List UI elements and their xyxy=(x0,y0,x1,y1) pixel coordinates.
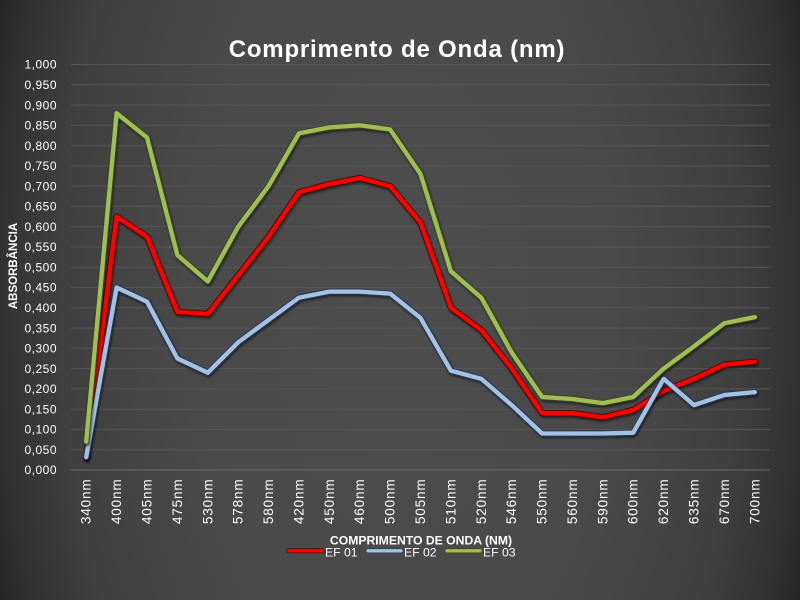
svg-text:460nm: 460nm xyxy=(352,479,367,525)
svg-text:0,450: 0,450 xyxy=(24,281,57,295)
svg-text:546nm: 546nm xyxy=(504,479,519,525)
svg-text:0,250: 0,250 xyxy=(24,362,57,376)
svg-text:560nm: 560nm xyxy=(565,479,580,525)
svg-text:400nm: 400nm xyxy=(109,479,124,525)
svg-text:510nm: 510nm xyxy=(443,479,458,525)
svg-text:450nm: 450nm xyxy=(322,479,337,525)
svg-text:0,900: 0,900 xyxy=(24,98,57,112)
svg-text:0,550: 0,550 xyxy=(24,240,57,254)
svg-text:0,150: 0,150 xyxy=(24,402,57,416)
svg-text:0,100: 0,100 xyxy=(24,423,57,437)
svg-text:0,600: 0,600 xyxy=(24,220,57,234)
svg-text:600nm: 600nm xyxy=(626,479,641,525)
svg-text:0,350: 0,350 xyxy=(24,321,57,335)
svg-text:0,650: 0,650 xyxy=(24,200,57,214)
svg-text:EF 03: EF 03 xyxy=(483,545,516,559)
svg-text:EF 01: EF 01 xyxy=(325,545,358,559)
svg-text:340nm: 340nm xyxy=(79,479,94,525)
svg-text:505nm: 505nm xyxy=(413,479,428,525)
svg-text:670nm: 670nm xyxy=(717,479,732,525)
svg-text:700nm: 700nm xyxy=(747,479,762,525)
svg-text:578nm: 578nm xyxy=(231,479,246,525)
svg-text:0,000: 0,000 xyxy=(24,463,57,477)
svg-text:635nm: 635nm xyxy=(687,479,702,525)
svg-text:0,050: 0,050 xyxy=(24,443,57,457)
svg-text:420nm: 420nm xyxy=(291,479,306,525)
svg-text:520nm: 520nm xyxy=(474,479,489,525)
svg-text:0,950: 0,950 xyxy=(24,78,57,92)
svg-text:550nm: 550nm xyxy=(535,479,550,525)
svg-text:Comprimento de Onda (nm): Comprimento de Onda (nm) xyxy=(229,36,566,63)
svg-text:620nm: 620nm xyxy=(656,479,671,525)
svg-text:0,800: 0,800 xyxy=(24,139,57,153)
svg-text:580nm: 580nm xyxy=(261,479,276,525)
svg-text:0,200: 0,200 xyxy=(24,382,57,396)
svg-text:ABSORBÂNCIA: ABSORBÂNCIA xyxy=(7,223,20,309)
svg-text:475nm: 475nm xyxy=(170,479,185,525)
svg-text:0,700: 0,700 xyxy=(24,179,57,193)
svg-text:0,500: 0,500 xyxy=(24,260,57,274)
svg-text:1,000: 1,000 xyxy=(24,58,57,72)
svg-text:0,750: 0,750 xyxy=(24,159,57,173)
svg-text:405nm: 405nm xyxy=(140,479,155,525)
svg-text:530nm: 530nm xyxy=(200,479,215,525)
svg-text:0,850: 0,850 xyxy=(24,119,57,133)
svg-text:EF 02: EF 02 xyxy=(404,545,437,559)
svg-text:0,400: 0,400 xyxy=(24,301,57,315)
svg-text:COMPRIMENTO DE ONDA (NM): COMPRIMENTO DE ONDA (NM) xyxy=(330,534,512,548)
svg-text:0,300: 0,300 xyxy=(24,342,57,356)
svg-text:590nm: 590nm xyxy=(595,479,610,525)
svg-text:500nm: 500nm xyxy=(383,479,398,525)
